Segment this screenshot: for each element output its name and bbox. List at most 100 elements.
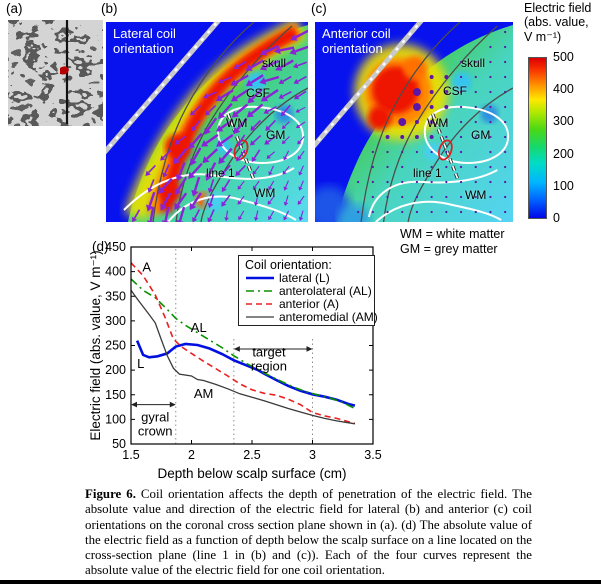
brain-sulci-texture <box>8 20 103 126</box>
field-arrow <box>223 194 231 204</box>
page-bottom-rule <box>0 580 601 584</box>
field-arrow-head <box>289 47 297 56</box>
field-arrow <box>299 165 305 173</box>
field-dot <box>474 60 477 64</box>
field-arrow <box>299 135 305 143</box>
field-dot <box>444 105 449 109</box>
csf-label: CSF <box>443 84 467 98</box>
field-dot <box>459 150 463 154</box>
field-arrow <box>178 161 186 177</box>
caption-text: Coil orientation affects the depth of pe… <box>85 487 533 578</box>
field-dot <box>474 135 477 139</box>
field-dot <box>414 120 419 124</box>
panel-d-chart: (d) 1.5 2 2.5 3 3.5 50 100 150 200 250 300 350 400 45… <box>88 238 390 484</box>
series-A <box>130 262 356 425</box>
field-arrow-head <box>202 156 210 164</box>
field-dot <box>429 105 434 109</box>
field-arrow <box>253 149 261 159</box>
legend-label: anterolateral (AL) <box>279 284 372 299</box>
field-arrow-head <box>283 216 288 221</box>
panel-d-label: (d) <box>92 239 109 254</box>
field-arrow <box>294 45 308 53</box>
field-arrow <box>298 106 306 112</box>
gm-label: GM <box>266 128 286 142</box>
field-arrow <box>267 105 277 113</box>
field-dot <box>504 150 507 154</box>
skull-label: skull <box>461 56 486 70</box>
field-arrow <box>255 210 259 218</box>
field-arrow <box>149 206 155 222</box>
scalp-stripe <box>315 22 424 149</box>
annotation-gyral: gyral crown <box>138 409 173 438</box>
y-tick-label: 200 <box>105 363 126 377</box>
y-tick-label: 300 <box>105 314 126 328</box>
annotation-target: target region <box>251 344 287 373</box>
field-arrow-head <box>265 125 271 131</box>
field-dot <box>474 90 477 94</box>
field-arrow-head <box>247 96 255 104</box>
colorbar-tick-0: 0 <box>553 211 560 225</box>
field-dot <box>445 150 448 154</box>
field-arrow <box>270 165 274 173</box>
field-arrow <box>251 88 263 100</box>
field-arrow-head <box>189 202 197 211</box>
field-arrow-head <box>297 200 302 205</box>
panel-a-brain-image <box>8 20 103 126</box>
field-arrow-head <box>174 139 180 145</box>
field-dot <box>445 180 448 184</box>
field-arrow-head <box>293 78 300 84</box>
field-arrow <box>164 206 170 222</box>
field-dot <box>504 180 507 184</box>
field-dot <box>413 103 421 111</box>
field-arrow <box>283 104 291 114</box>
field-dot <box>504 135 507 139</box>
field-dot <box>474 105 477 109</box>
field-arrow <box>299 150 305 158</box>
field-dot <box>474 210 477 214</box>
panel-a-label: (a) <box>6 1 23 16</box>
field-arrow <box>220 89 234 99</box>
field-arrow-head <box>230 94 239 102</box>
field-arrow <box>176 147 188 161</box>
panel-b-title: Lateral coil orientation <box>113 26 176 56</box>
x-axis-label: Depth below scalp surface (cm) <box>157 466 346 481</box>
field-arrow-head <box>233 126 241 135</box>
field-dot <box>413 88 421 96</box>
field-arrow-head <box>264 139 270 145</box>
field-arrow <box>191 132 203 146</box>
legend-row-L: lateral (L) <box>245 271 374 285</box>
field-arrow-head <box>273 46 281 55</box>
field-arrow-head <box>160 203 167 211</box>
field-arrow-head <box>188 141 196 150</box>
legend-title: Coil orientation: <box>245 258 332 272</box>
field-dot <box>357 180 360 184</box>
field-arrow <box>284 121 290 127</box>
field-arrow-head <box>281 139 287 145</box>
field-arrow <box>268 119 276 129</box>
cool-patches <box>315 72 499 222</box>
field-arrow <box>237 60 247 68</box>
field-dot <box>489 165 492 169</box>
field-dot <box>414 135 419 139</box>
field-arrow <box>161 177 173 191</box>
field-arrow-head <box>162 172 168 178</box>
field-arrow <box>239 195 245 203</box>
field-arrow-head <box>146 204 154 212</box>
field-dot <box>504 90 507 94</box>
field-dot <box>489 180 492 184</box>
field-arrow-head <box>207 187 214 194</box>
field-direction-dots <box>357 30 507 214</box>
field-dot <box>385 135 390 139</box>
field-arrow-head <box>191 189 199 197</box>
field-arrow-head <box>246 110 254 118</box>
field-arrow <box>269 210 275 218</box>
field-arrow <box>264 75 280 83</box>
field-arrow-head <box>235 170 241 176</box>
field-arrow <box>267 135 277 143</box>
field-dot <box>474 75 477 79</box>
wm-label: WM <box>427 116 449 130</box>
field-dot <box>429 135 434 139</box>
field-dot <box>415 150 419 154</box>
field-arrow <box>295 29 308 39</box>
